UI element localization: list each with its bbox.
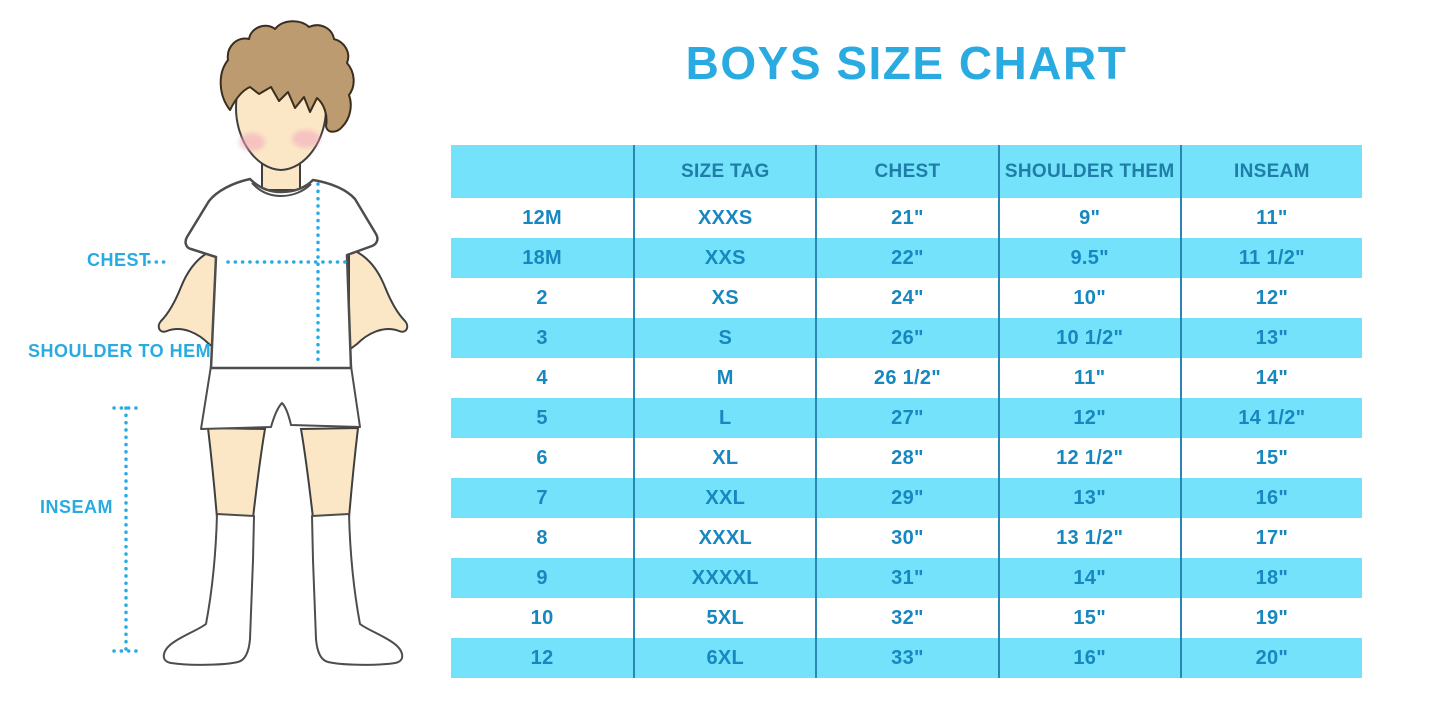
cell-size-tag: M — [633, 358, 815, 398]
boy-hair — [219, 20, 355, 133]
boy-blush-left — [239, 133, 265, 151]
cell-inseam: 18" — [1179, 558, 1362, 598]
table-row: 2 XS 24" 10" 12" — [451, 278, 1362, 318]
cell-chest: 33" — [815, 638, 997, 678]
boy-right-leg — [300, 427, 359, 519]
boy-right-sock — [311, 513, 404, 666]
table-row: 6 XL 28" 12 1/2" 15" — [451, 438, 1362, 478]
cell-chest: 26" — [815, 318, 997, 358]
table-row: 10 5XL 32" 15" 19" — [451, 598, 1362, 638]
cell-inseam: 15" — [1179, 438, 1362, 478]
cell-size-tag: XXS — [633, 238, 815, 278]
table-header-row: SIZE TAG CHEST SHOULDER THEM INSEAM — [451, 145, 1362, 198]
table-row: 3 S 26" 10 1/2" 13" — [451, 318, 1362, 358]
cell-size: 12M — [522, 206, 562, 229]
cell-chest: 31" — [815, 558, 997, 598]
cell-size: 10 — [530, 606, 554, 629]
cell-size-tag: 6XL — [633, 638, 815, 678]
header-cell-size-tag: SIZE TAG — [633, 145, 815, 198]
chest-label: CHEST — [87, 250, 151, 270]
boy-tshirt-collar — [251, 182, 312, 198]
cell-chest: 24" — [815, 278, 997, 318]
cell-size: 2 — [536, 286, 548, 309]
cell-size: 8 — [536, 526, 548, 549]
table-row: 12 6XL 33" 16" 20" — [451, 638, 1362, 678]
cell-size: 5 — [536, 406, 548, 429]
cell-shoulder: 12 1/2" — [997, 438, 1180, 478]
cell-chest: 30" — [815, 518, 997, 558]
cell-chest: 27" — [815, 398, 997, 438]
cell-size-tag: S — [633, 318, 815, 358]
cell-inseam: 11" — [1179, 198, 1362, 238]
cell-shoulder: 9.5" — [997, 238, 1180, 278]
cell-shoulder: 11" — [997, 358, 1180, 398]
size-chart-table: SIZE TAG CHEST SHOULDER THEM INSEAM 12M … — [451, 145, 1362, 678]
cell-size-tag: XXXXL — [633, 558, 815, 598]
cell-inseam: 12" — [1179, 278, 1362, 318]
header-cell-chest: CHEST — [815, 145, 997, 198]
cell-size-tag: XS — [633, 278, 815, 318]
cell-size: 3 — [536, 326, 548, 349]
cell-size: 9 — [536, 566, 548, 589]
cell-size: 7 — [536, 486, 548, 509]
cell-inseam: 14" — [1179, 358, 1362, 398]
cell-shoulder: 13 1/2" — [997, 518, 1180, 558]
boy-illustration — [112, 20, 409, 666]
table-row: 8 XXXL 30" 13 1/2" 17" — [451, 518, 1362, 558]
cell-size: 18M — [522, 246, 562, 269]
cell-shoulder: 16" — [997, 638, 1180, 678]
cell-size-tag: XXL — [633, 478, 815, 518]
boy-blush-right — [292, 130, 320, 148]
cell-size-tag: XXXL — [633, 518, 815, 558]
boy-right-arm — [348, 249, 409, 351]
cell-shoulder: 14" — [997, 558, 1180, 598]
cell-chest: 29" — [815, 478, 997, 518]
cell-shoulder: 10" — [997, 278, 1180, 318]
cell-shoulder: 15" — [997, 598, 1180, 638]
table-body: 12M XXXS 21" 9" 11" 18M XXS 22" 9.5" 11 … — [451, 198, 1362, 678]
cell-inseam: 13" — [1179, 318, 1362, 358]
cell-inseam: 16" — [1179, 478, 1362, 518]
cell-chest: 22" — [815, 238, 997, 278]
header-cell-size — [451, 145, 633, 198]
cell-shoulder: 13" — [997, 478, 1180, 518]
table-row: 12M XXXS 21" 9" 11" — [451, 198, 1362, 238]
boy-tshirt — [184, 177, 379, 370]
inseam-label: INSEAM — [40, 497, 114, 517]
cell-shoulder: 10 1/2" — [997, 318, 1180, 358]
cell-chest: 26 1/2" — [815, 358, 997, 398]
cell-shoulder: 9" — [997, 198, 1180, 238]
boy-left-leg — [206, 426, 267, 519]
cell-inseam: 14 1/2" — [1179, 398, 1362, 438]
cell-shoulder: 12" — [997, 398, 1180, 438]
boy-shorts — [200, 365, 361, 430]
table-row: 5 L 27" 12" 14 1/2" — [451, 398, 1362, 438]
header-cell-shoulder: SHOULDER THEM — [997, 145, 1180, 198]
table-row: 9 XXXXL 31" 14" 18" — [451, 558, 1362, 598]
boy-left-sock — [162, 513, 255, 666]
cell-size-tag: L — [633, 398, 815, 438]
cell-size: 12 — [530, 646, 554, 669]
cell-size-tag: 5XL — [633, 598, 815, 638]
table-row: 18M XXS 22" 9.5" 11 1/2" — [451, 238, 1362, 278]
table-row: 7 XXL 29" 13" 16" — [451, 478, 1362, 518]
cell-size: 6 — [536, 446, 548, 469]
shoulder-to-hem-label: SHOULDER TO HEM — [28, 341, 212, 361]
table-row: 4 M 26 1/2" 11" 14" — [451, 358, 1362, 398]
page-title: BOYS SIZE CHART — [685, 37, 1128, 89]
cell-inseam: 11 1/2" — [1179, 238, 1362, 278]
cell-size: 4 — [536, 366, 548, 389]
cell-inseam: 17" — [1179, 518, 1362, 558]
cell-size-tag: XXXS — [633, 198, 815, 238]
cell-size-tag: XL — [633, 438, 815, 478]
cell-chest: 32" — [815, 598, 997, 638]
cell-chest: 28" — [815, 438, 997, 478]
header-cell-inseam: INSEAM — [1179, 145, 1362, 198]
boy-left-arm — [157, 249, 218, 351]
cell-inseam: 20" — [1179, 638, 1362, 678]
cell-chest: 21" — [815, 198, 997, 238]
cell-inseam: 19" — [1179, 598, 1362, 638]
